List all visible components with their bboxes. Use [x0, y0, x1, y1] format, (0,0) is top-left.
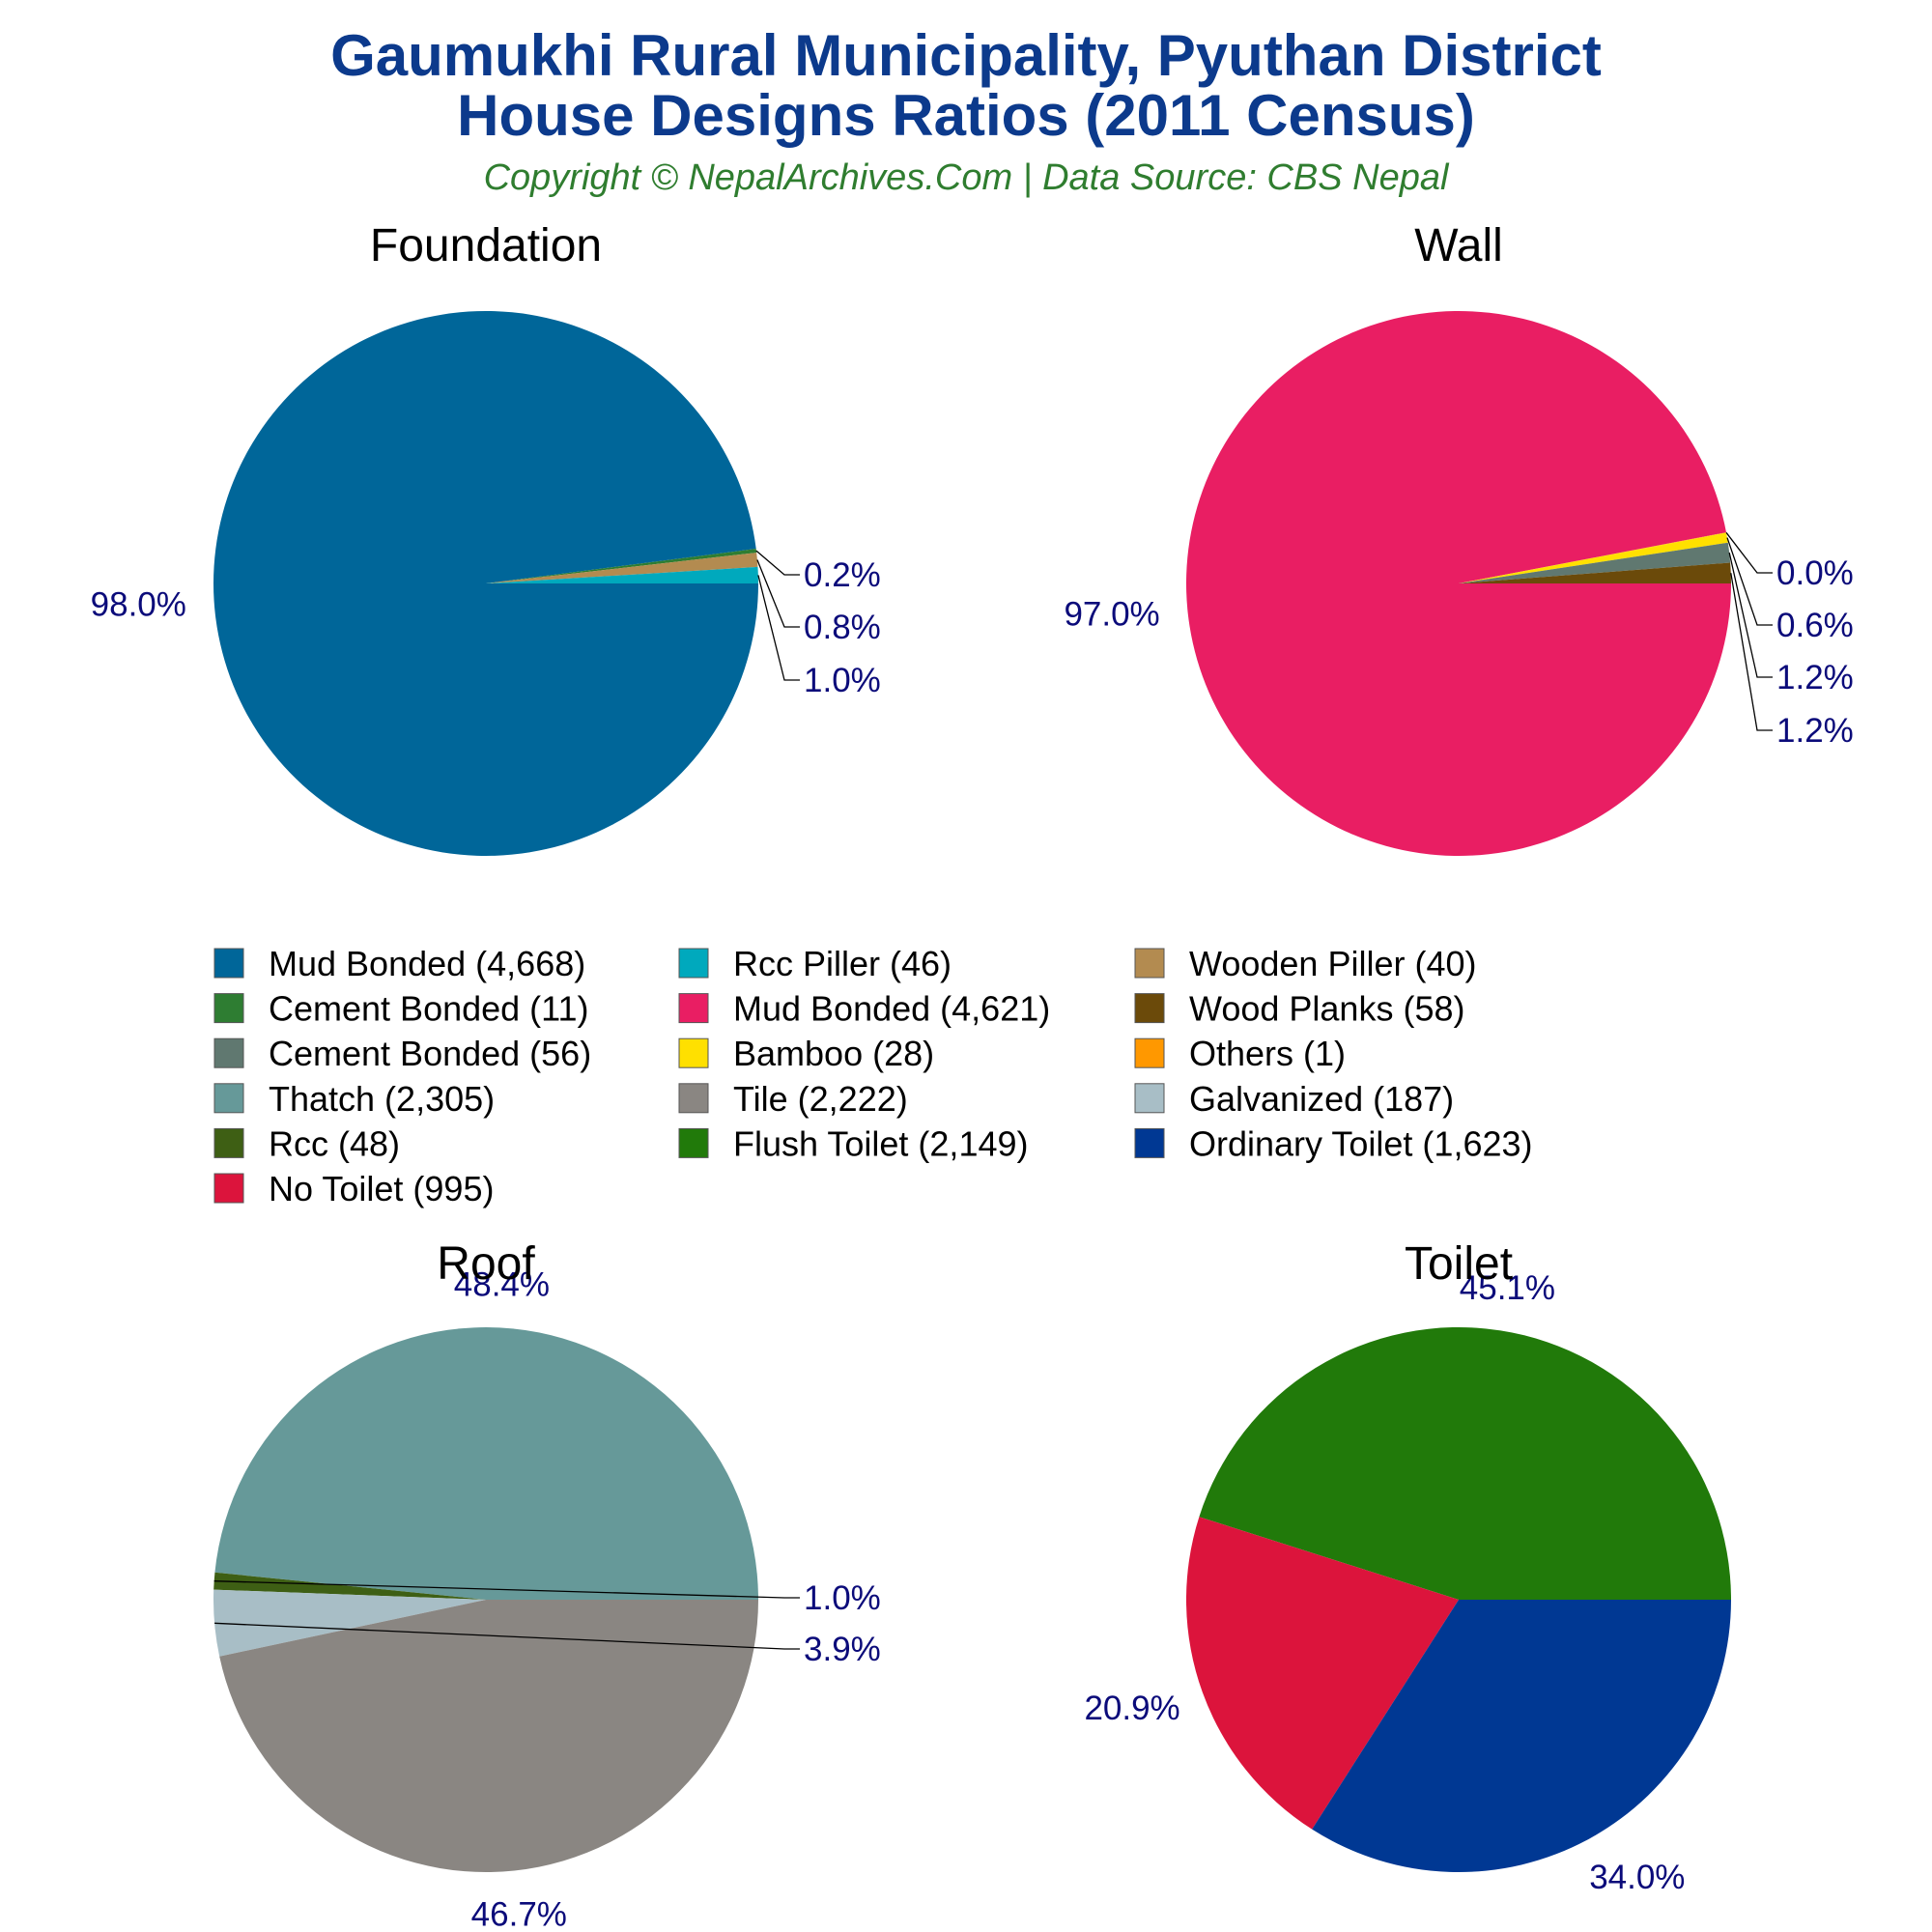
legend-swatch-no-toilet-995 [213, 1173, 244, 1204]
pct-label-foundation-wooden-piller: 0.8% [804, 609, 881, 646]
legend-label-galvanized-187: Galvanized (187) [1189, 1079, 1454, 1119]
pie-slice-wall-bamboo [1459, 532, 1728, 583]
leader-line-wall-others [1725, 531, 1773, 574]
pct-label-roof-rcc: 1.0% [804, 1579, 881, 1617]
legend-label-mud-bonded-4-668: Mud Bonded (4,668) [269, 944, 585, 983]
legend-swatch-others-1 [1134, 1037, 1165, 1068]
leader-line-foundation-cement-bonded [755, 550, 800, 576]
leader-line-wall-bamboo [1726, 537, 1773, 626]
pie-slice-roof-rcc [213, 1572, 486, 1600]
leader-line-roof-rcc [213, 1580, 800, 1599]
pie-slice-foundation-cement-bonded [486, 549, 757, 583]
legend-label-others-1: Others (1) [1189, 1034, 1346, 1073]
pie-slice-foundation-wooden-piller [486, 553, 758, 583]
pie-title-toilet: Toilet [1405, 1238, 1513, 1290]
legend-swatch-thatch-2-305 [213, 1083, 244, 1114]
pie-wall: Wall 97.0% 0.0% 0.6% 1.2% 1.2% [1064, 220, 1854, 856]
pie-title-roof: Roof [437, 1238, 535, 1290]
chart-subtitle: Copyright © NepalArchives.Com | Data Sou… [484, 157, 1450, 198]
legend-label-tile-2-222: Tile (2,222) [733, 1079, 908, 1119]
pie-slice-roof-galvanized [213, 1589, 486, 1657]
pct-label-toilet-flush-toilet: 45.1% [1460, 1269, 1555, 1307]
legend-label-rcc-piller-46: Rcc Piller (46) [733, 944, 952, 983]
legend-label-flush-toilet-2-149: Flush Toilet (2,149) [733, 1123, 1029, 1163]
pie-title-wall: Wall [1414, 220, 1503, 271]
legend: Mud Bonded (4,668) Rcc Piller (46) Wooden … [213, 944, 1533, 1208]
pie-slice-foundation-rcc-piller [486, 566, 758, 583]
pie-slice-wall-others [1459, 532, 1727, 583]
legend-label-thatch-2-305: Thatch (2,305) [269, 1079, 495, 1119]
legend-swatch-wooden-piller-40 [1134, 948, 1165, 979]
legend-swatch-ordinary-toilet-1-623 [1134, 1127, 1165, 1158]
leader-line-roof-galvanized [214, 1622, 800, 1650]
pct-label-foundation-cement-bonded: 0.2% [804, 556, 881, 594]
legend-label-rcc-48: Rcc (48) [269, 1123, 400, 1163]
legend-swatch-rcc-48 [213, 1127, 244, 1158]
legend-label-mud-bonded-4-621: Mud Bonded (4,621) [733, 989, 1050, 1029]
pie-slice-wall-mud-bonded [1185, 310, 1731, 856]
leader-line-wall-wood-planks [1730, 573, 1773, 731]
legend-label-bamboo-28: Bamboo (28) [733, 1034, 934, 1073]
pie-title-foundation: Foundation [370, 220, 602, 271]
leader-line-foundation-rcc-piller [757, 575, 800, 681]
legend-label-ordinary-toilet-1-623: Ordinary Toilet (1,623) [1189, 1123, 1533, 1163]
leader-line-foundation-wooden-piller [756, 559, 800, 628]
pie-foundation: Foundation 98.0% 0.2% 0.8% 1.0% [91, 220, 881, 856]
legend-swatch-galvanized-187 [1134, 1083, 1165, 1114]
pct-label-roof-galvanized: 3.9% [804, 1631, 881, 1668]
pct-label-roof-tile: 46.7% [471, 1895, 567, 1932]
pct-label-roof-thatch: 48.4% [454, 1265, 550, 1303]
chart-title-line-1: Gaumukhi Rural Municipality, Pyuthan Dis… [330, 23, 1602, 88]
legend-swatch-rcc-piller-46 [678, 948, 709, 979]
pct-label-wall-cement-bonded: 1.2% [1776, 659, 1854, 696]
pie-slice-roof-thatch [214, 1327, 759, 1600]
legend-swatch-mud-bonded-4-621 [678, 993, 709, 1024]
pct-label-toilet-ordinary-toilet: 34.0% [1589, 1859, 1685, 1896]
pie-slice-wall-cement-bonded [1459, 542, 1731, 583]
legend-label-wood-planks-58: Wood Planks (58) [1189, 989, 1464, 1029]
pie-toilet: 45.1% 20.9% 34.0% [1084, 1269, 1731, 1896]
pct-label-toilet-no-toilet: 20.9% [1084, 1690, 1179, 1727]
pie-slice-roof-tile [219, 1600, 758, 1873]
chart-title-line-2: House Designs Ratios (2011 Census) [457, 83, 1475, 148]
pie-titles-bottom: Roof Toilet [437, 1238, 1513, 1290]
pie-roof: 48.4% 1.0% 3.9% 46.7% [213, 1265, 881, 1932]
pie-slice-toilet-flush-toilet [1199, 1326, 1731, 1600]
pct-label-wall-mud-bonded: 97.0% [1064, 595, 1159, 633]
pct-label-foundation-rcc-piller: 1.0% [804, 662, 881, 699]
legend-label-wooden-piller-40: Wooden Piller (40) [1189, 944, 1476, 983]
pie-slice-toilet-ordinary-toilet [1312, 1600, 1731, 1873]
pie-slice-foundation-mud-bonded [213, 310, 758, 856]
leader-line-wall-cement-bonded [1728, 552, 1773, 678]
legend-swatch-bamboo-28 [678, 1037, 709, 1068]
legend-swatch-wood-planks-58 [1134, 993, 1165, 1024]
legend-label-cement-bonded-11: Cement Bonded (11) [269, 989, 589, 1029]
legend-swatch-cement-bonded-56 [213, 1037, 244, 1068]
pct-label-foundation-mud-bonded: 98.0% [91, 585, 186, 623]
legend-label-no-toilet-995: No Toilet (995) [269, 1169, 494, 1208]
pct-label-wall-bamboo: 0.6% [1776, 607, 1854, 644]
legend-swatch-cement-bonded-11 [213, 993, 244, 1024]
legend-swatch-tile-2-222 [678, 1083, 709, 1114]
pct-label-wall-others: 0.0% [1776, 554, 1854, 592]
legend-swatch-flush-toilet-2-149 [678, 1127, 709, 1158]
legend-swatch-mud-bonded-4-668 [213, 948, 244, 979]
pct-label-wall-wood-planks: 1.2% [1776, 712, 1854, 750]
legend-label-cement-bonded-56: Cement Bonded (56) [269, 1034, 591, 1073]
pie-slice-toilet-no-toilet [1185, 1517, 1459, 1830]
pie-slice-wall-wood-planks [1459, 562, 1731, 583]
